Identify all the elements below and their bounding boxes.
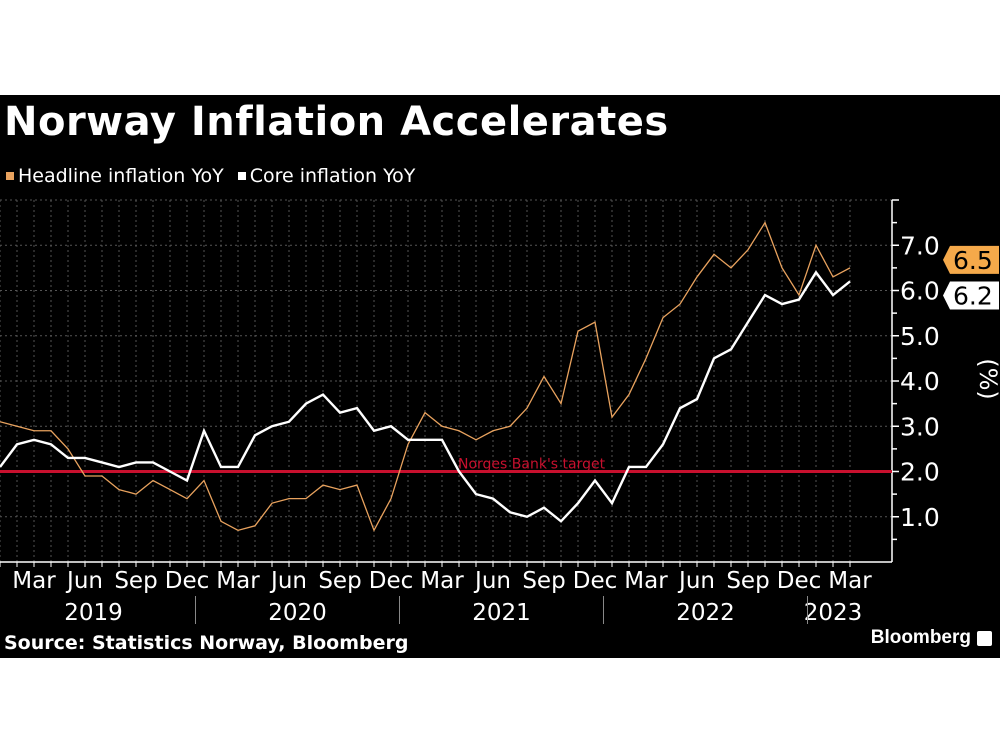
- core-last-value-label-text: 6.2: [953, 281, 993, 310]
- x-tick-label: Mar: [216, 568, 260, 594]
- x-tick-label: Mar: [12, 568, 56, 594]
- x-tick-label: Dec: [165, 568, 210, 594]
- year-label: 2021: [472, 600, 531, 626]
- logo-text: Bloomberg: [870, 627, 971, 648]
- y-tick-label: 7.0: [900, 231, 940, 260]
- x-tick-label: Dec: [369, 568, 414, 594]
- x-tick-label: Sep: [114, 568, 157, 594]
- x-tick-label: Dec: [573, 568, 618, 594]
- y-tick-label: 4.0: [900, 367, 940, 396]
- target-label: Norges Bank's target: [458, 457, 606, 473]
- year-label: 2023: [804, 600, 863, 626]
- core-last-value-label: 6.2: [943, 281, 999, 310]
- x-tick-label: Sep: [522, 568, 565, 594]
- legend-swatch-headline: [6, 172, 14, 180]
- y-tick-label: 1.0: [900, 503, 940, 532]
- y-tick-label: 3.0: [900, 412, 940, 441]
- legend-label-headline: Headline inflation YoY: [18, 165, 224, 187]
- headline-last-value-label: 6.5: [943, 245, 999, 275]
- bloomberg-logo: Bloomberg: [871, 627, 992, 649]
- legend: Headline inflation YoY Core inflation Yo…: [6, 165, 415, 187]
- year-label: 2019: [64, 600, 123, 626]
- y-tick-label: 6.0: [900, 277, 940, 306]
- x-tick-label: Mar: [624, 568, 668, 594]
- y-axis-label: (%): [974, 358, 1000, 400]
- headline-last-value-label-text: 6.5: [953, 246, 993, 275]
- y-tick-label: 2.0: [900, 458, 940, 487]
- core-last-value-label-box: [943, 281, 999, 310]
- x-tick-label: Jun: [677, 568, 715, 594]
- x-tick-label: Jun: [473, 568, 511, 594]
- headline-line: [0, 221, 851, 532]
- x-tick-label: Sep: [726, 568, 769, 594]
- y-tick-label: 5.0: [900, 322, 940, 351]
- x-tick-label: Mar: [420, 568, 464, 594]
- x-tick-label: Sep: [318, 568, 361, 594]
- line-chart: 1.02.03.04.05.06.07.0(%)Mar Jun Sep Dec Mar J…: [0, 199, 1000, 626]
- legend-item-headline: Headline inflation YoY: [6, 165, 224, 187]
- headline-last-value-label-box: [943, 245, 999, 274]
- legend-item-core: Core inflation YoY: [237, 165, 416, 187]
- legend-swatch-core: [237, 172, 246, 180]
- year-label: 2022: [676, 600, 735, 626]
- x-tick-label: Mar: [828, 568, 872, 594]
- x-tick-label: Jun: [269, 568, 307, 594]
- chart-panel: Norway Inflation Accelerates Headline in…: [0, 95, 1000, 658]
- bloomberg-chart-icon: [977, 630, 992, 646]
- year-label: 2020: [268, 600, 327, 626]
- legend-label-core: Core inflation YoY: [249, 165, 416, 187]
- chart-title: Norway Inflation Accelerates: [4, 99, 669, 145]
- x-tick-label: Jun: [65, 568, 103, 594]
- x-tick-label: Dec: [777, 568, 822, 594]
- core-line: [0, 270, 851, 523]
- source-note: Source: Statistics Norway, Bloomberg: [4, 632, 409, 654]
